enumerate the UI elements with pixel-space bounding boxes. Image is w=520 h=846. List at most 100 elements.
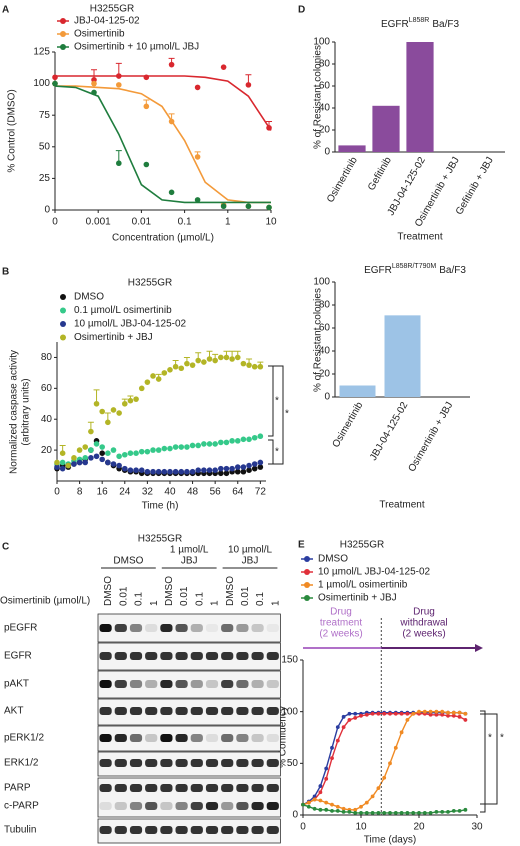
legend-marker bbox=[60, 294, 66, 300]
data-point bbox=[195, 467, 202, 473]
data-point bbox=[195, 442, 202, 449]
data-point bbox=[82, 455, 89, 461]
data-point bbox=[59, 450, 66, 457]
protein-label: c-PARP bbox=[4, 801, 39, 812]
data-point bbox=[212, 467, 218, 473]
blot-band bbox=[129, 624, 143, 632]
blot-band bbox=[266, 680, 279, 688]
blot-band bbox=[205, 652, 219, 660]
blot-band bbox=[160, 624, 173, 632]
bar bbox=[339, 385, 376, 397]
withdrawal-label: withdrawal bbox=[399, 618, 447, 629]
data-point bbox=[143, 103, 150, 110]
blot-band bbox=[205, 707, 219, 715]
data-point bbox=[82, 459, 89, 466]
data-point bbox=[91, 80, 97, 87]
data-point bbox=[144, 379, 151, 385]
data-point bbox=[257, 459, 264, 466]
blot-band bbox=[236, 826, 249, 834]
data-point bbox=[220, 203, 227, 210]
data-point bbox=[234, 464, 241, 470]
data-point bbox=[359, 811, 363, 815]
data-point bbox=[370, 711, 375, 716]
blot-box bbox=[97, 751, 281, 777]
data-point bbox=[220, 64, 227, 70]
data-point bbox=[234, 354, 241, 361]
blot-band bbox=[145, 680, 158, 688]
blot-band bbox=[190, 784, 203, 792]
blot-band bbox=[160, 784, 173, 792]
data-point bbox=[161, 370, 168, 376]
data-point bbox=[393, 811, 398, 815]
data-point bbox=[194, 197, 201, 203]
blot-band bbox=[160, 759, 173, 767]
blot-box bbox=[97, 613, 281, 643]
blot-band bbox=[114, 759, 127, 767]
data-point bbox=[240, 464, 247, 470]
title-rest: Ba/F3 bbox=[439, 265, 466, 276]
data-point bbox=[223, 439, 230, 446]
data-point bbox=[335, 804, 340, 809]
chart-title: EGFRL858R/T790M Ba/F3 bbox=[364, 263, 466, 276]
data-point bbox=[150, 468, 156, 475]
data-point bbox=[318, 784, 323, 788]
blot-band bbox=[99, 707, 112, 715]
data-point bbox=[347, 810, 352, 814]
lane-label: 0.1 bbox=[194, 592, 205, 606]
y-tick-label: 0 bbox=[324, 392, 330, 403]
bar bbox=[372, 105, 400, 152]
y-axis-label: % of Resistant colonies bbox=[313, 45, 324, 149]
x-tick-label: 30 bbox=[471, 822, 483, 833]
data-point bbox=[93, 441, 100, 447]
data-point bbox=[105, 459, 111, 466]
x-tick-label: 10 bbox=[265, 217, 277, 228]
blot-box bbox=[97, 818, 281, 844]
data-point bbox=[71, 455, 77, 461]
data-point bbox=[133, 450, 139, 457]
x-tick-label: 16 bbox=[97, 487, 109, 498]
data-point bbox=[376, 786, 381, 791]
lane-label: 0.01 bbox=[240, 586, 251, 606]
data-point bbox=[172, 363, 179, 370]
data-point bbox=[155, 447, 162, 453]
data-point bbox=[229, 438, 235, 444]
data-point bbox=[82, 444, 89, 450]
data-point bbox=[335, 738, 340, 743]
protein-label: ERK1/2 bbox=[4, 758, 39, 769]
blot-band bbox=[129, 652, 143, 660]
data-point bbox=[330, 756, 334, 761]
data-point bbox=[324, 800, 329, 805]
data-point bbox=[388, 811, 392, 815]
panel-label: C bbox=[2, 542, 9, 553]
data-point bbox=[155, 468, 162, 475]
blot-band bbox=[236, 784, 249, 792]
blot-band bbox=[251, 784, 264, 792]
blot-band bbox=[205, 802, 219, 810]
data-point bbox=[246, 467, 252, 473]
data-point bbox=[393, 745, 398, 750]
blot-band bbox=[266, 707, 279, 715]
y-axis-label: % of Resistant colonies bbox=[313, 288, 324, 392]
lane-label: 0.01 bbox=[118, 586, 129, 606]
data-point bbox=[246, 462, 252, 469]
blot-band bbox=[205, 734, 219, 742]
data-point bbox=[178, 365, 185, 372]
data-point bbox=[353, 711, 358, 716]
protein-label: Tubulin bbox=[4, 825, 36, 836]
legend-label: DMSO bbox=[74, 292, 104, 303]
title-rest: Ba/F3 bbox=[432, 19, 459, 30]
lane-label: 1 bbox=[270, 600, 281, 606]
title-superscript: L858R/T790M bbox=[392, 263, 437, 270]
data-point bbox=[99, 408, 105, 415]
y-tick-label: 0 bbox=[324, 147, 330, 158]
data-point bbox=[463, 807, 468, 812]
blot-box bbox=[97, 642, 281, 671]
y-tick-label: 25 bbox=[39, 173, 51, 184]
data-point bbox=[382, 811, 387, 815]
title-main: EGFR bbox=[381, 19, 409, 30]
data-point bbox=[201, 359, 207, 365]
data-point bbox=[417, 709, 421, 714]
blot-band bbox=[266, 802, 279, 810]
data-point bbox=[335, 808, 340, 813]
protein-label: AKT bbox=[4, 706, 23, 717]
